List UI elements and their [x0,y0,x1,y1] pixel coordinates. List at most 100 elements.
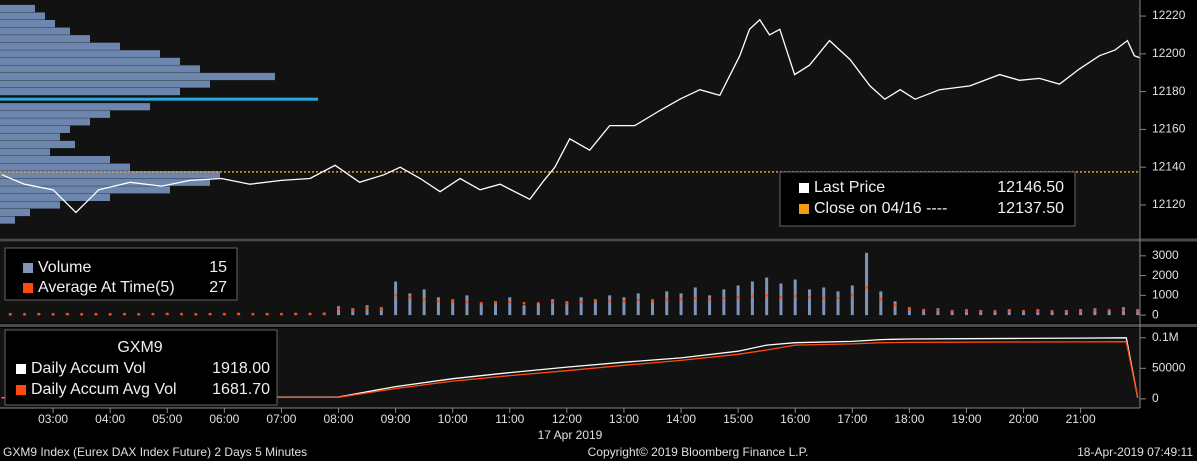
volume-bar [722,289,726,316]
profile-bar [0,20,55,28]
profile-bar [0,88,180,96]
profile-bar [0,72,275,81]
legend-name: Close on 04/16 ---- [814,200,947,217]
volume-bar [508,297,512,316]
avg-dot [265,312,269,316]
avg-dot [294,312,298,316]
volume-bar [779,283,783,316]
avg-dot [51,312,55,316]
y-tick-label: 12160 [1152,122,1186,136]
avg-dot [922,308,926,312]
avg-dot [137,312,141,316]
avg-dot [536,301,540,305]
avg-dot [437,299,440,303]
x-tick-label: 21:00 [1066,412,1096,426]
profile-bar [0,216,15,224]
profile-bar [0,12,45,20]
avg-dot [280,312,283,316]
profile-bar [0,148,50,156]
legend-name: Last Price [814,179,885,196]
volume-bar [436,297,440,316]
legend-swatch [16,385,26,395]
y-tick-label: 0.1M [1152,330,1179,344]
avg-dot [1093,308,1097,312]
x-tick-label: 04:00 [95,412,125,426]
volume-bar [936,308,940,316]
avg-dot [636,298,640,302]
avg-dot [8,312,12,316]
avg-dot [936,308,940,312]
avg-dot [337,307,340,311]
legend-swatch [799,183,809,193]
profile-bar [0,140,75,149]
avg-dot [422,297,426,301]
y-tick-label: 0 [1152,307,1159,321]
y-tick-label: 12220 [1152,8,1186,22]
avg-dot [893,303,897,307]
volume-bar [865,252,869,316]
avg-dot [993,309,997,313]
legend-value: 12146.50 [997,179,1064,196]
avg-dot [479,301,483,305]
avg-dot [779,295,783,299]
x-tick-label: 20:00 [1009,412,1039,426]
volume-bar [893,301,897,316]
volume-bar [522,305,526,316]
volume-bar [337,306,341,316]
volume-bar [608,295,612,316]
y-tick-label: 50000 [1152,360,1186,374]
x-tick-label: 06:00 [209,412,239,426]
y-tick-label: 0 [1152,391,1159,405]
x-tick-label: 17:00 [837,412,867,426]
avg-dot [1064,309,1068,313]
avg-dot [365,306,369,310]
profile-bar [0,42,120,50]
avg-dot [1079,309,1083,313]
y-tick-label: 12140 [1152,159,1186,173]
volume-bar [379,307,383,316]
volume-bar [422,289,426,316]
y-tick-label: 12180 [1152,84,1186,98]
avg-dot [879,297,883,301]
avg-dot [379,307,383,311]
avg-dot [180,312,183,316]
volume-bar [565,301,569,316]
x-tick-label: 07:00 [266,412,296,426]
avg-dot [651,299,654,303]
avg-dot [736,295,740,299]
avg-dot [679,297,683,301]
avg-dot [565,301,569,305]
avg-dot [1007,309,1011,313]
avg-dot [836,296,840,300]
volume-bar [1050,311,1054,316]
x-tick-label: 11:00 [495,412,524,426]
profile-bar [0,110,110,118]
series-line [1,337,1139,399]
volume-bar [465,295,469,316]
avg-dot [822,296,826,300]
x-tick-label: 12:00 [552,412,582,426]
volume-bar [1107,310,1111,316]
avg-dot [408,295,412,299]
volume-bar [636,293,640,316]
avg-dot [865,286,868,289]
volume-bar [494,301,498,316]
volume-bar [750,281,754,316]
avg-dot [351,308,355,312]
volume-bar [922,309,926,316]
x-tick-label: 16:00 [780,412,810,426]
legend-box [4,329,278,406]
volume-bar [551,299,555,316]
profile-bar [0,4,35,13]
x-tick-label: 15:00 [723,412,753,426]
legend-swatch [23,263,33,273]
avg-dot [123,312,126,316]
x-axis-label: 17 Apr 2019 [538,428,603,442]
profile-bar [0,133,60,141]
volume-bar [394,281,398,316]
avg-dot [1022,309,1025,313]
x-tick-label: 09:00 [381,412,411,426]
volume-bar [451,299,455,316]
avg-dot [965,309,968,313]
avg-dot [750,294,754,298]
